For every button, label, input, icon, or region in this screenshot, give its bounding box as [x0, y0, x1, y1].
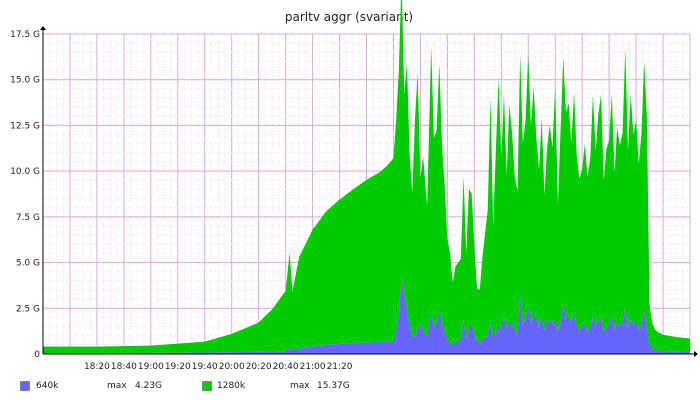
- axes: [40, 26, 698, 357]
- series-areas: [43, 0, 690, 354]
- legend-label-1280k: 1280k: [217, 381, 246, 391]
- chart-title: parltv aggr (svariant): [285, 10, 413, 24]
- x-tick-label: 21:20: [327, 362, 353, 372]
- legend-max-label-1280k: max: [290, 381, 310, 391]
- x-tick-label: 21:00: [300, 362, 326, 372]
- y-tick-label: 7.5 G: [16, 213, 40, 223]
- x-tick-label: 20:00: [219, 362, 245, 372]
- x-tick-label: 20:40: [273, 362, 299, 372]
- series-area-1280k: [43, 0, 690, 354]
- x-axis-arrow: [694, 351, 698, 357]
- y-tick-label: 0: [34, 350, 40, 360]
- x-tick-labels: 18:20 18:40 19:00 19:20 19:40 20:00 20:20 20:40…: [84, 362, 353, 372]
- y-tick-label: 17.5 G: [10, 30, 40, 40]
- y-tick-label: 5.0 G: [16, 259, 40, 269]
- y-tick-label: 2.5 G: [16, 304, 40, 314]
- x-tick-label: 20:20: [246, 362, 272, 372]
- x-tick-label: 19:00: [138, 362, 164, 372]
- legend-max-label-640k: max: [107, 381, 127, 391]
- legend-max-value-1280k: 15.37G: [317, 381, 350, 391]
- x-tick-label: 18:40: [111, 362, 137, 372]
- legend: 640k max 4.23G 1280k max 15.37G: [0, 380, 700, 396]
- x-tick-label: 19:20: [165, 362, 191, 372]
- y-tick-label: 12.5 G: [10, 121, 40, 131]
- y-tick-label: 15.0 G: [10, 76, 40, 86]
- legend-label-640k: 640k: [36, 381, 59, 391]
- series-area-640k: [43, 277, 690, 354]
- legend-max-value-640k: 4.23G: [135, 381, 163, 391]
- legend-swatch-640k: [20, 381, 30, 391]
- y-axis-arrow: [40, 26, 46, 30]
- x-tick-label: 19:40: [192, 362, 218, 372]
- legend-swatch-1280k: [202, 381, 212, 391]
- x-tick-label: 18:20: [84, 362, 110, 372]
- y-tick-label: 10.0 G: [10, 167, 40, 177]
- y-tick-labels: 0 2.5 G 5.0 G 7.5 G 10.0 G 12.5 G 15.0 G 17.5 G: [10, 30, 40, 360]
